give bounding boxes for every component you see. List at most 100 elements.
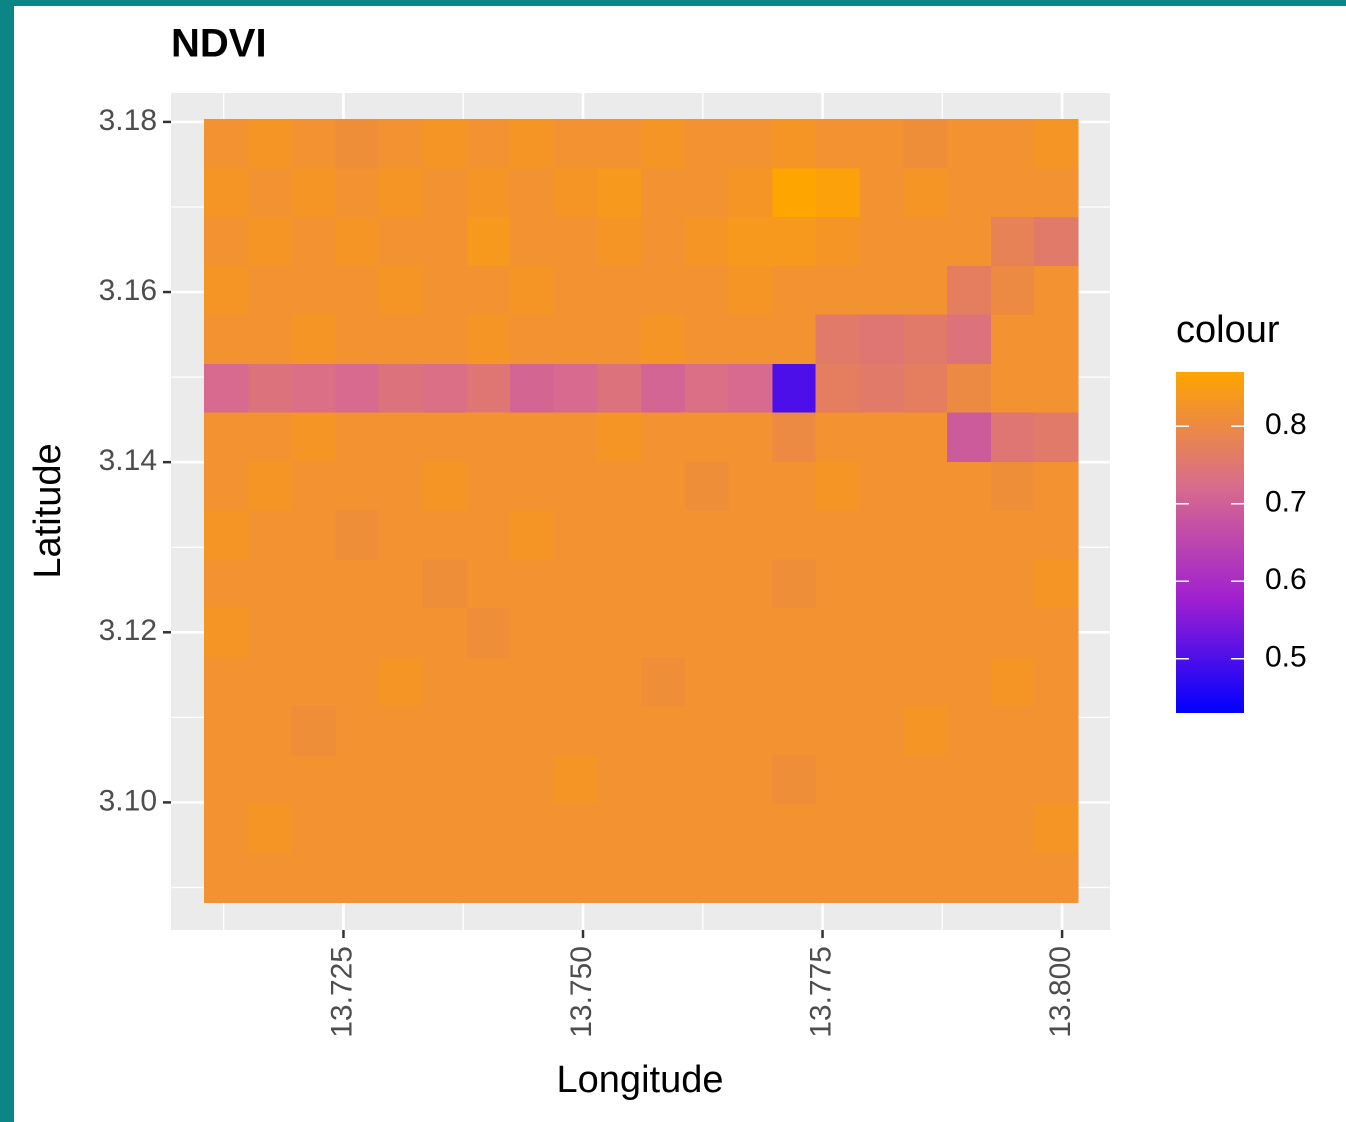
- raster-cell: [378, 461, 424, 512]
- raster-cell: [903, 119, 949, 170]
- raster-cell: [728, 461, 774, 512]
- raster-cell: [903, 853, 949, 904]
- raster-cell: [728, 364, 774, 414]
- raster-cell: [772, 216, 818, 267]
- raster-cell: [728, 216, 774, 267]
- raster-cell: [335, 705, 381, 756]
- raster-cell: [509, 168, 555, 219]
- raster-cell: [553, 705, 599, 756]
- raster-cell: [1034, 364, 1079, 414]
- raster-cell: [990, 559, 1036, 610]
- raster-cell: [990, 755, 1036, 806]
- raster-cell: [859, 657, 905, 708]
- raster-cell: [378, 510, 424, 561]
- raster-cell: [1034, 168, 1079, 219]
- raster-cell: [597, 803, 642, 854]
- raster-cell: [422, 853, 468, 904]
- raster-cell: [1034, 853, 1079, 904]
- raster-cell: [248, 705, 293, 756]
- raster-cell: [335, 266, 381, 317]
- raster-cell: [685, 119, 730, 170]
- raster-cell: [378, 705, 424, 756]
- legend-tick-label: 0.8: [1265, 408, 1307, 441]
- raster-cell: [378, 168, 424, 219]
- raster-cell: [815, 168, 861, 219]
- raster-cell: [946, 168, 992, 219]
- raster-cell: [990, 657, 1036, 708]
- raster-cell: [815, 803, 861, 854]
- raster-cell: [248, 216, 293, 267]
- raster-cell: [815, 266, 861, 317]
- raster-cell: [509, 461, 555, 512]
- raster-cell: [422, 705, 468, 756]
- raster-cell: [422, 168, 468, 219]
- raster-cell: [466, 364, 512, 414]
- raster-cell: [466, 266, 512, 317]
- raster-cell: [946, 119, 992, 170]
- raster-cell: [422, 461, 468, 512]
- chart-title: NDVI: [171, 22, 267, 66]
- raster-cell: [685, 705, 730, 756]
- raster-cell: [859, 559, 905, 610]
- raster-cell: [859, 168, 905, 219]
- raster-cell: [291, 314, 337, 365]
- raster-cell: [859, 314, 905, 365]
- raster-cell: [685, 364, 730, 414]
- raster-cell: [946, 364, 992, 414]
- raster-cell: [248, 657, 293, 708]
- raster-cell: [553, 412, 599, 463]
- raster-cell: [509, 314, 555, 365]
- raster-cell: [1034, 461, 1079, 512]
- raster-cell: [553, 461, 599, 512]
- raster-cell: [553, 803, 599, 854]
- legend-title: colour: [1176, 309, 1280, 351]
- raster-cell: [553, 853, 599, 904]
- raster-cell: [466, 608, 512, 659]
- raster-cell: [248, 755, 293, 806]
- raster-cell: [378, 803, 424, 854]
- raster-cell: [1034, 412, 1079, 463]
- raster-cell: [204, 119, 249, 170]
- raster-cell: [990, 510, 1036, 561]
- raster-cell: [291, 168, 337, 219]
- raster-cell: [335, 510, 381, 561]
- raster-cell: [378, 412, 424, 463]
- raster-cell: [728, 608, 774, 659]
- raster-cell: [685, 168, 730, 219]
- raster-cell: [641, 461, 686, 512]
- raster-cell: [597, 705, 642, 756]
- raster-cell: [859, 412, 905, 463]
- x-tick-label: 13.775: [804, 946, 837, 1038]
- raster-cell: [641, 314, 686, 365]
- raster-cell: [204, 364, 249, 414]
- raster-cell: [466, 755, 512, 806]
- raster-cell: [728, 705, 774, 756]
- raster-cell: [509, 705, 555, 756]
- raster-cell: [990, 266, 1036, 317]
- raster-cell: [422, 559, 468, 610]
- raster-cell: [990, 168, 1036, 219]
- raster-cell: [946, 608, 992, 659]
- raster-cell: [815, 853, 861, 904]
- raster-cell: [990, 216, 1036, 267]
- raster-cell: [248, 364, 293, 414]
- raster-cell: [378, 266, 424, 317]
- raster-cell: [772, 168, 818, 219]
- raster-cell: [685, 608, 730, 659]
- raster-cell: [509, 364, 555, 414]
- raster-cell: [466, 657, 512, 708]
- raster-cell: [728, 657, 774, 708]
- raster-cell: [291, 559, 337, 610]
- raster-cell: [903, 755, 949, 806]
- legend-tick-label: 0.7: [1265, 486, 1307, 519]
- raster-cell: [641, 510, 686, 561]
- raster-cell: [291, 119, 337, 170]
- raster-cell: [728, 853, 774, 904]
- raster-cell: [772, 559, 818, 610]
- raster-cell: [248, 510, 293, 561]
- raster-cell: [466, 559, 512, 610]
- raster-cell: [204, 168, 249, 219]
- raster-cell: [859, 266, 905, 317]
- raster-cell: [1034, 266, 1079, 317]
- raster-cell: [946, 216, 992, 267]
